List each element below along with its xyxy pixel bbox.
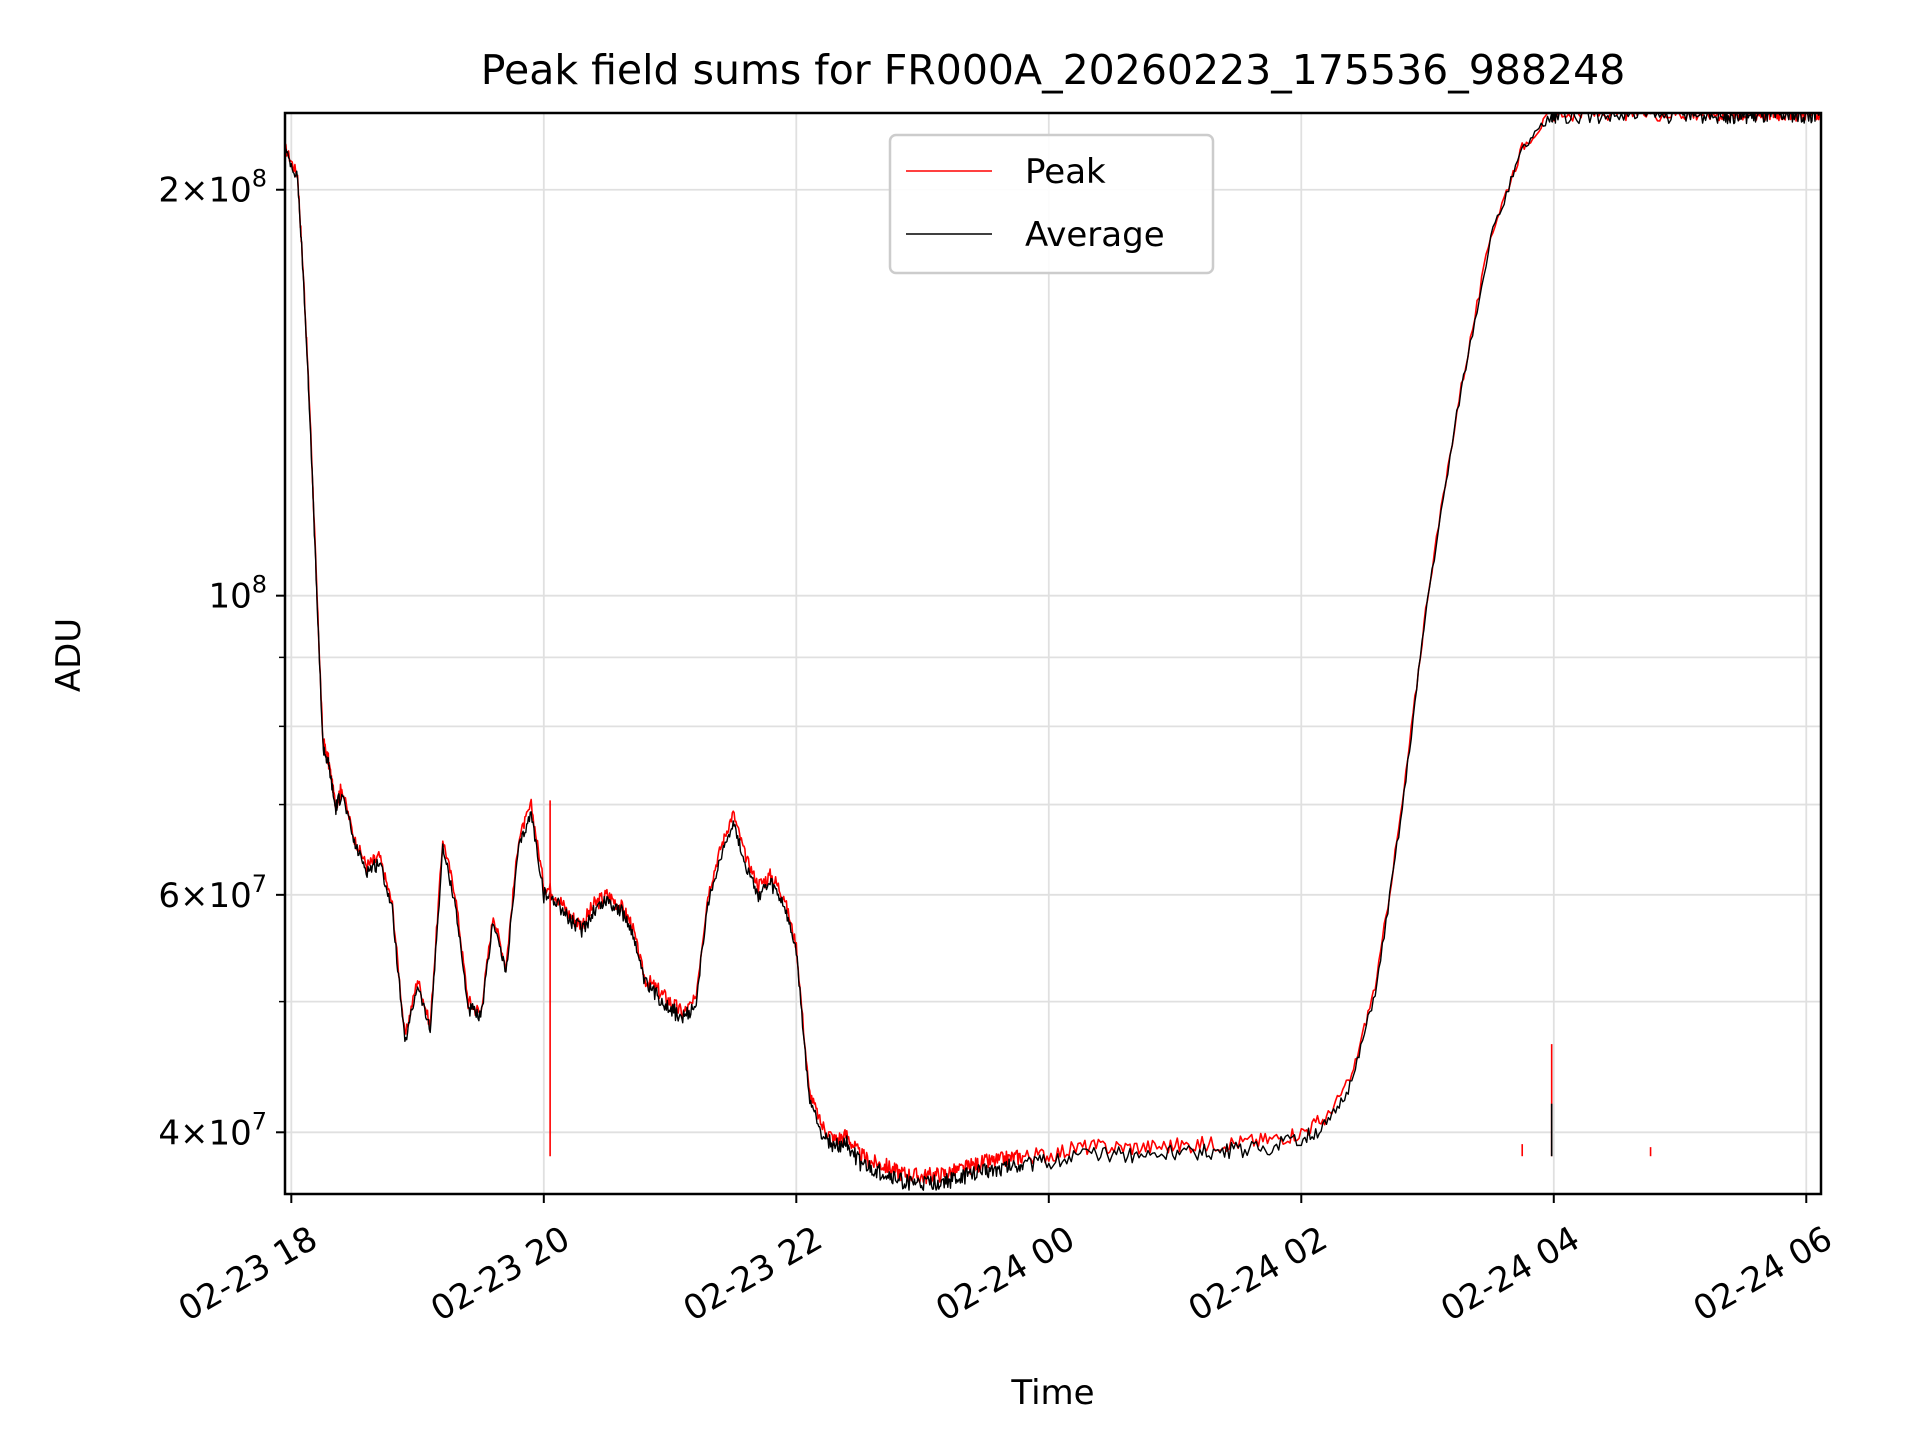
y-tick-label: 108: [208, 571, 267, 617]
legend-box: [888, 133, 1215, 275]
y-axis-label: ADU: [49, 618, 89, 692]
series-line-peak: [285, 113, 1821, 1185]
y-tick-label: 2×108: [158, 165, 267, 211]
x-axis-label: Time: [1010, 1373, 1094, 1413]
plot-frame: [283, 111, 1823, 1196]
y-tick-label: 4×107: [158, 1107, 267, 1153]
legend-label-average: Average: [1025, 215, 1165, 255]
y-tick-label: 6×107: [158, 870, 267, 916]
legend-label-peak: Peak: [1025, 152, 1106, 192]
y-axis: 4×107 6×107 108 2×108: [158, 165, 285, 1153]
chart-title: Peak field sums for FR000A_20260223_1755…: [481, 46, 1626, 94]
legend: Peak Average: [888, 133, 1215, 275]
